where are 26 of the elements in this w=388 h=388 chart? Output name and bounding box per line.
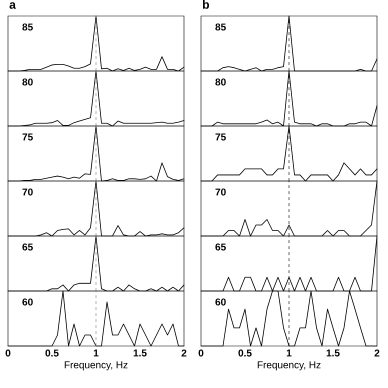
x-axis-title: Frequency, Hz: [64, 361, 128, 370]
annotation: 70: [22, 188, 33, 196]
x-tick-label: 2: [182, 350, 186, 356]
annotation: 80: [22, 78, 33, 86]
x-tick-label: 0: [198, 350, 204, 357]
x-tick-label: 0.5: [238, 350, 252, 357]
annotation: 60: [22, 298, 33, 306]
x-tick-label: 1: [286, 350, 292, 356]
annotation: 65: [215, 243, 226, 251]
chart-title: a: [10, 2, 16, 9]
x-tick-label: 0: [6, 350, 10, 357]
x-tick-label: 0.5: [45, 350, 59, 357]
annotation: 85: [22, 23, 33, 31]
x-tick-label: 2: [374, 350, 380, 356]
x-tick-label: 1: [94, 350, 98, 356]
annotation: 80: [215, 78, 226, 86]
annotation: 85: [215, 23, 226, 31]
x-tick-label: 1.5: [134, 350, 147, 356]
annotation: 65: [22, 243, 33, 251]
annotation: 75: [22, 134, 33, 140]
x-tick-label: 1.5: [326, 350, 340, 356]
annotation: 70: [216, 188, 226, 196]
x-axis-title: Frequency, Hz: [258, 361, 321, 370]
annotation: 60: [215, 298, 226, 306]
chart-title: b: [202, 0, 210, 9]
annotation: 75: [216, 134, 226, 140]
